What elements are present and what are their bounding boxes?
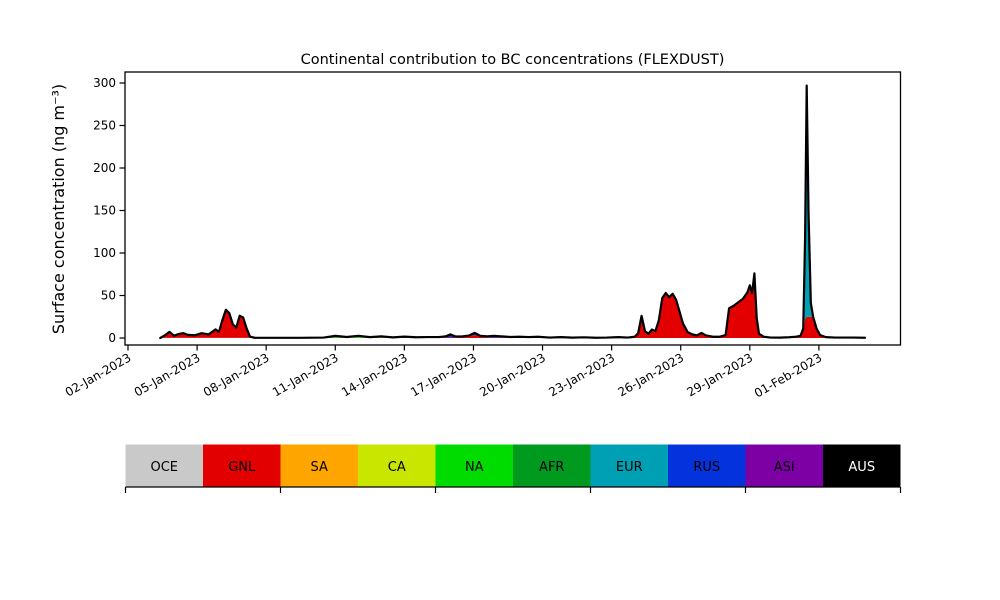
total-concentration-line [159,84,867,340]
legend-label-GNL: GNL [228,460,256,475]
x-tick-label: 29-Jan-2023 [685,350,756,399]
x-tick-label: 23-Jan-2023 [546,350,617,399]
legend-box-AFR [513,444,591,487]
legend-box-RUS [668,444,746,487]
legend-label-AFR: AFR [539,460,564,475]
legend-box-ASI [745,444,823,487]
legend-label-NA: NA [465,460,484,475]
x-tick-label: 17-Jan-2023 [408,350,479,399]
stacked-areas [160,85,865,338]
legend-label-AUS: AUS [848,460,875,475]
legend-box-SA [280,444,358,487]
x-tick-label: 11-Jan-2023 [270,350,341,399]
legend-box-AUS [823,444,901,487]
x-tick-label: 01-Feb-2023 [752,350,825,400]
legend-label-OCE: OCE [150,460,178,475]
total-line-layer [159,84,867,340]
axes-layer: 02-Jan-202305-Jan-202308-Jan-202311-Jan-… [63,71,902,400]
y-tick-label: 300 [93,76,116,90]
legend-box-GNL [203,444,281,487]
x-tick-label: 02-Jan-2023 [63,350,134,399]
legend-label-SA: SA [311,460,328,475]
legend-box-NA [435,444,513,487]
y-tick-label: 0 [108,331,116,345]
legend-label-EUR: EUR [616,460,643,475]
legend-box-CA [358,444,436,487]
area-GNL [160,275,865,338]
area-ASI [160,85,865,338]
y-tick-label: 100 [93,246,116,260]
x-tick-label: 20-Jan-2023 [477,350,548,399]
y-tick-label: 250 [93,119,116,133]
y-tick-label: 150 [93,204,116,218]
x-tick-label: 14-Jan-2023 [339,350,410,399]
chart-title: Continental contribution to BC concentra… [301,52,725,68]
y-tick-label: 200 [93,161,116,175]
y-tick-label: 50 [101,289,116,303]
legend: OCE GNL SA CA NA AFR EUR RUS ASI AUS [124,444,902,493]
y-axis-label: Surface concentration (ng m⁻³) [49,84,68,334]
legend-label-RUS: RUS [693,460,720,475]
area-EUR [160,119,865,338]
x-tick-label: 26-Jan-2023 [615,350,686,399]
x-tick-label: 08-Jan-2023 [201,350,272,399]
legend-label-CA: CA [388,460,406,475]
x-tick-label: 05-Jan-2023 [132,350,203,399]
area-RUS [160,87,865,338]
plot-frame [124,71,902,346]
legend-box-OCE [125,444,203,487]
legend-box-EUR [590,444,668,487]
legend-label-ASI: ASI [774,460,795,475]
